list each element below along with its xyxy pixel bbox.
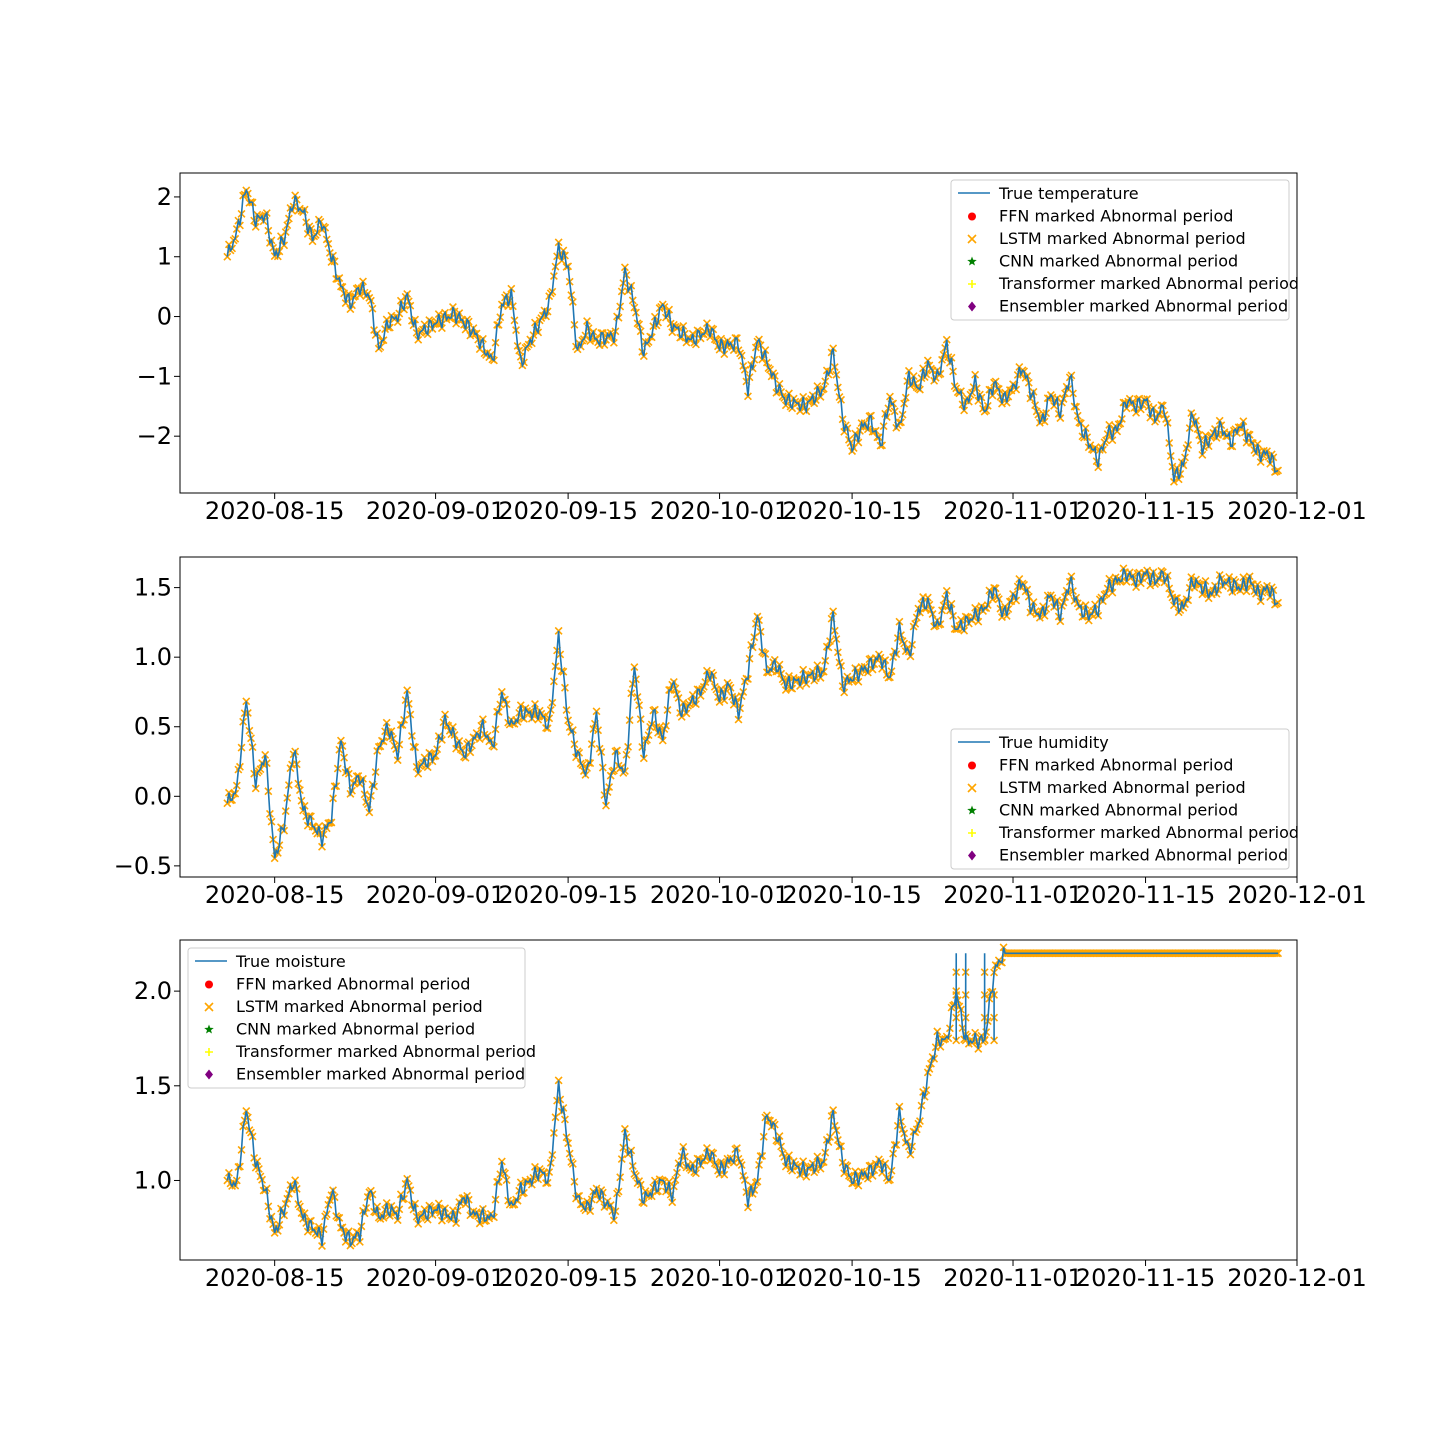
- legend-box: [950, 179, 1290, 321]
- legend-plus-swatch: [968, 280, 976, 288]
- x-tick-label: 2020-11-01: [943, 881, 1082, 909]
- legend-circle-swatch: [968, 212, 976, 221]
- y-tick-label: −1: [137, 362, 172, 390]
- legend-label: CNN marked Abnormal period: [236, 1020, 475, 1039]
- legend-label: CNN marked Abnormal period: [999, 252, 1238, 271]
- legend-label: CNN marked Abnormal period: [999, 801, 1238, 820]
- x-tick-label: 2020-12-01: [1227, 881, 1366, 909]
- lstm-abnormal-marker: [990, 1036, 999, 1045]
- legend-diamond-swatch: [968, 850, 976, 861]
- legend-label: Ensembler marked Abnormal period: [999, 297, 1288, 316]
- true-temperature-line: [226, 188, 1279, 482]
- humidity-plot-area: [223, 564, 1283, 863]
- y-tick-label: −0.5: [114, 852, 172, 880]
- y-tick-label: −2: [137, 422, 172, 450]
- legend-x-swatch: [967, 234, 977, 244]
- legend-x-swatch: [204, 1002, 214, 1012]
- temperature-plot-area: [223, 186, 1283, 486]
- y-tick-label: 0.0: [134, 782, 172, 810]
- temperature-legend: True temperature FFN marked Abnormal peri…: [950, 179, 1299, 321]
- legend-label: True temperature: [998, 184, 1139, 203]
- true-humidity-line: [226, 568, 1279, 859]
- x-tick-label: 2020-10-01: [650, 881, 789, 909]
- moisture-axes-frame: [179, 939, 1298, 1261]
- x-tick-label: 2020-12-01: [1227, 1264, 1366, 1292]
- x-tick-label: 2020-10-01: [650, 497, 789, 525]
- x-tick-label: 2020-09-01: [366, 881, 505, 909]
- y-tick-label: 1.5: [134, 1072, 172, 1100]
- x-tick-label: 2020-08-15: [205, 1264, 344, 1292]
- moisture-plot-area: [223, 943, 1283, 1250]
- legend-box: [950, 728, 1290, 870]
- x-tick-label: 2020-10-15: [782, 881, 921, 909]
- y-tick-label: 0.5: [134, 713, 172, 741]
- humidity-axes-frame: [179, 556, 1298, 878]
- y-tick-label: 2.0: [134, 977, 172, 1005]
- x-tick-label: 2020-09-15: [498, 881, 637, 909]
- legend-label: True moisture: [235, 952, 346, 971]
- legend-label: FFN marked Abnormal period: [999, 207, 1233, 226]
- legend-star-swatch: [967, 256, 977, 266]
- legend-diamond-swatch: [205, 1069, 213, 1080]
- legend-label: FFN marked Abnormal period: [999, 756, 1233, 775]
- x-tick-label: 2020-10-01: [650, 1264, 789, 1292]
- temperature-y-axis: 2 1 0 −1 −2: [137, 183, 180, 450]
- legend-label: Transformer marked Abnormal period: [998, 274, 1299, 293]
- x-tick-label: 2020-10-15: [782, 1264, 921, 1292]
- x-tick-label: 2020-08-15: [205, 881, 344, 909]
- x-tick-label: 2020-09-15: [498, 1264, 637, 1292]
- legend-plus-swatch: [968, 829, 976, 837]
- y-tick-label: 2: [157, 183, 172, 211]
- x-tick-label: 2020-11-15: [1076, 497, 1215, 525]
- x-tick-label: 2020-09-15: [498, 497, 637, 525]
- humidity-legend: True humidity FFN marked Abnormal period L…: [950, 728, 1299, 870]
- y-tick-label: 1: [157, 243, 172, 271]
- moisture-legend: True moisture FFN marked Abnormal period L…: [187, 947, 536, 1089]
- x-tick-label: 2020-11-15: [1076, 1264, 1215, 1292]
- legend-box: [187, 947, 526, 1089]
- x-tick-label: 2020-11-01: [943, 1264, 1082, 1292]
- legend-circle-swatch: [205, 980, 213, 989]
- y-tick-label: 1.5: [134, 574, 172, 602]
- humidity-y-axis: 1.5 1.0 0.5 0.0 −0.5: [114, 574, 180, 880]
- moisture-y-axis: 2.0 1.5 1.0: [134, 977, 180, 1194]
- true-moisture-line: [226, 947, 1279, 1248]
- x-tick-label: 2020-09-01: [366, 497, 505, 525]
- legend-label: True humidity: [998, 733, 1109, 752]
- legend-star-swatch: [967, 805, 977, 815]
- legend-label: Ensembler marked Abnormal period: [999, 846, 1288, 865]
- lstm-abnormal-marker: [223, 252, 232, 261]
- legend-label: LSTM marked Abnormal period: [236, 997, 483, 1016]
- x-tick-label: 2020-11-15: [1076, 881, 1215, 909]
- x-tick-label: 2020-12-01: [1227, 497, 1366, 525]
- lstm-abnormal-marker: [952, 1036, 961, 1045]
- x-tick-label: 2020-08-15: [205, 497, 344, 525]
- legend-star-swatch: [204, 1024, 214, 1034]
- legend-label: LSTM marked Abnormal period: [999, 229, 1246, 248]
- legend-label: LSTM marked Abnormal period: [999, 778, 1246, 797]
- y-tick-label: 1.0: [134, 643, 172, 671]
- legend-diamond-swatch: [968, 301, 976, 312]
- x-tick-label: 2020-10-15: [782, 497, 921, 525]
- legend-label: Transformer marked Abnormal period: [235, 1042, 536, 1061]
- legend-plus-swatch: [205, 1048, 213, 1056]
- legend-x-swatch: [967, 783, 977, 793]
- y-tick-label: 1.0: [134, 1166, 172, 1194]
- legend-label: FFN marked Abnormal period: [236, 975, 470, 994]
- x-tick-label: 2020-11-01: [943, 497, 1082, 525]
- temperature-axes-frame: [179, 172, 1298, 494]
- legend-circle-swatch: [968, 761, 976, 770]
- legend-label: Transformer marked Abnormal period: [998, 823, 1299, 842]
- x-tick-label: 2020-09-01: [366, 1264, 505, 1292]
- legend-label: Ensembler marked Abnormal period: [236, 1065, 525, 1084]
- y-tick-label: 0: [157, 303, 172, 331]
